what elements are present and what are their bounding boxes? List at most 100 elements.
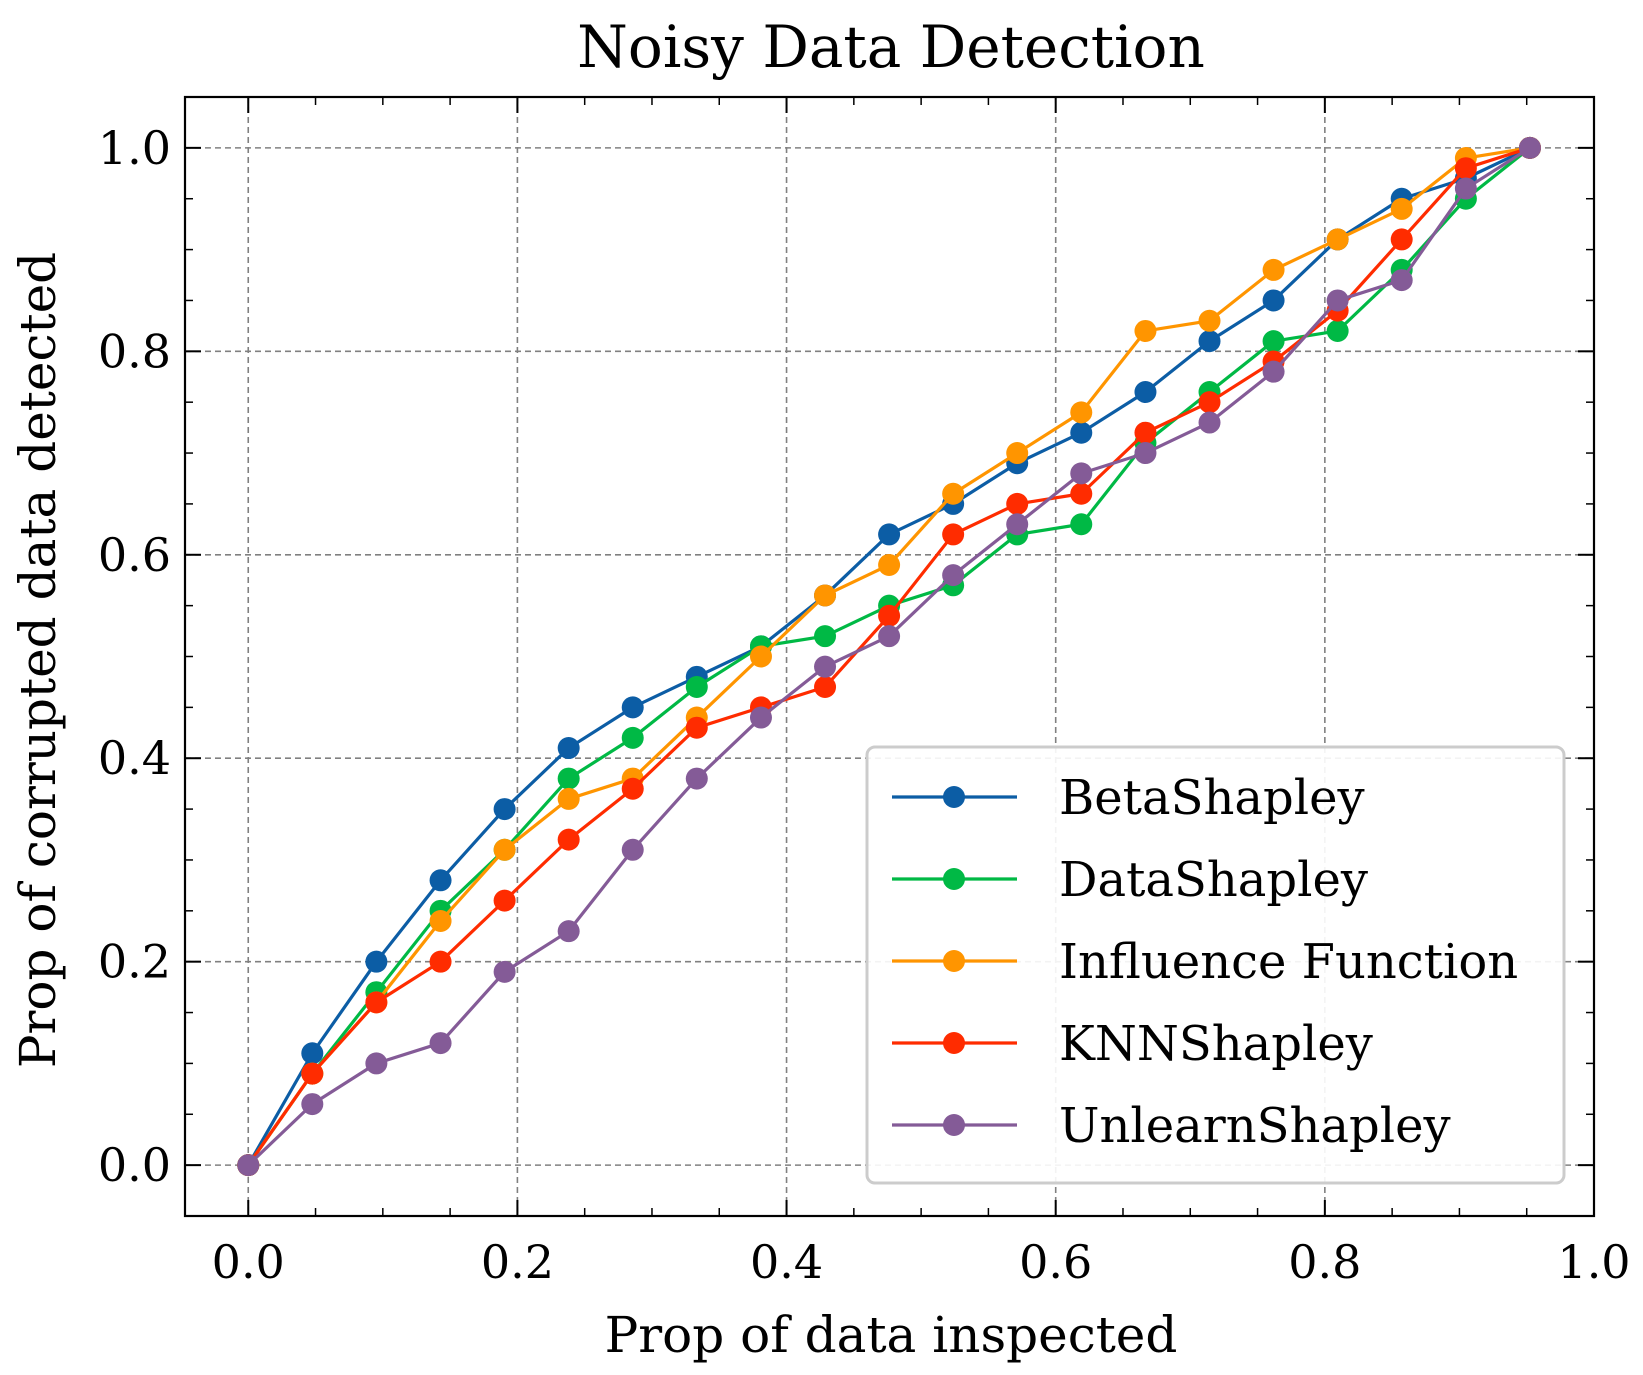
data-point-knnshapley <box>557 828 580 851</box>
data-point-unlearnshapley <box>493 960 516 983</box>
legend-marker-datashapley <box>943 868 965 890</box>
data-point-unlearnshapley <box>1518 136 1541 159</box>
y-tick-label: 0.4 <box>98 731 171 785</box>
data-point-betashapley <box>557 737 580 760</box>
data-point-betashapley <box>1070 421 1093 444</box>
data-point-datashapley <box>685 676 708 699</box>
series-layer <box>237 136 1541 1177</box>
data-point-knnshapley <box>1006 492 1029 515</box>
y-tick-label: 0.0 <box>98 1138 171 1192</box>
data-point-unlearnshapley <box>1326 289 1349 312</box>
ticks <box>185 97 1595 1216</box>
data-point-unlearnshapley <box>429 1032 452 1055</box>
data-point-knnshapley <box>685 716 708 739</box>
x-axis-label: Prop of data inspected <box>605 1306 1178 1364</box>
y-tick-label: 0.2 <box>98 935 171 989</box>
data-point-influence-function <box>942 482 965 505</box>
data-point-influence-function <box>1070 401 1093 424</box>
data-point-betashapley <box>1262 289 1285 312</box>
data-point-unlearnshapley <box>942 564 965 587</box>
data-point-unlearnshapley <box>1262 360 1285 383</box>
data-point-betashapley <box>493 798 516 821</box>
data-point-influence-function <box>1262 258 1285 281</box>
data-point-influence-function <box>1390 197 1413 220</box>
x-tick-label: 1.0 <box>1557 1235 1630 1289</box>
y-tick-label: 1.0 <box>98 121 171 175</box>
legend: BetaShapley DataShapley Influence Function… <box>865 745 1566 1185</box>
data-point-unlearnshapley <box>685 767 708 790</box>
data-point-unlearnshapley <box>1006 513 1029 536</box>
data-point-betashapley <box>429 869 452 892</box>
data-point-unlearnshapley <box>1070 462 1093 485</box>
data-point-datashapley <box>557 767 580 790</box>
data-point-unlearnshapley <box>1390 269 1413 292</box>
data-point-influence-function <box>429 909 452 932</box>
legend-marker-knnshapley <box>943 1032 965 1054</box>
data-point-unlearnshapley <box>749 706 772 729</box>
data-point-influence-function <box>1198 309 1221 332</box>
legend-marker-influence-function <box>943 950 965 972</box>
data-point-datashapley <box>1070 513 1093 536</box>
data-point-influence-function <box>878 553 901 576</box>
data-point-knnshapley <box>1454 157 1477 180</box>
data-point-unlearnshapley <box>365 1052 388 1075</box>
y-tick-label: 0.6 <box>98 528 171 582</box>
legend-label-knnshapley: KNNShapley <box>1059 1016 1373 1072</box>
data-point-knnshapley <box>1198 391 1221 414</box>
data-point-betashapley <box>621 696 644 719</box>
legend-label-betashapley: BetaShapley <box>1059 770 1365 826</box>
legend-label-datashapley: DataShapley <box>1059 852 1368 908</box>
data-point-betashapley <box>301 1042 324 1065</box>
data-point-betashapley <box>365 950 388 973</box>
data-point-unlearnshapley <box>814 655 837 678</box>
data-point-datashapley <box>621 726 644 749</box>
data-point-unlearnshapley <box>1134 442 1157 465</box>
data-point-knnshapley <box>814 676 837 699</box>
tick-labels: 0.0 0.2 0.4 0.6 0.8 1.0 0.0 0.2 0.4 0.6 0.8 1.0 <box>98 121 1631 1289</box>
data-point-knnshapley <box>365 991 388 1014</box>
data-point-unlearnshapley <box>557 920 580 943</box>
data-point-betashapley <box>1198 330 1221 353</box>
data-point-unlearnshapley <box>301 1093 324 1116</box>
x-tick-label: 0.0 <box>212 1235 285 1289</box>
legend-label-unlearnshapley: UnlearnShapley <box>1059 1098 1451 1154</box>
data-point-betashapley <box>878 523 901 546</box>
data-point-unlearnshapley <box>878 625 901 648</box>
data-point-knnshapley <box>1134 421 1157 444</box>
data-point-datashapley <box>814 625 837 648</box>
data-point-knnshapley <box>1390 228 1413 251</box>
data-point-knnshapley <box>493 889 516 912</box>
data-point-influence-function <box>1006 442 1029 465</box>
y-axis-label: Prop of corrupted data detected <box>9 252 67 1068</box>
data-point-knnshapley <box>878 604 901 627</box>
data-point-knnshapley <box>1070 482 1093 505</box>
data-point-unlearnshapley <box>621 838 644 861</box>
series-unlearnshapley <box>237 136 1541 1177</box>
data-point-knnshapley <box>621 777 644 800</box>
data-point-datashapley <box>1326 319 1349 342</box>
x-tick-label: 0.6 <box>1019 1235 1092 1289</box>
y-tick-label: 0.8 <box>98 324 171 378</box>
chart-title: Noisy Data Detection <box>577 13 1205 81</box>
data-point-influence-function <box>749 645 772 668</box>
data-point-influence-function <box>557 787 580 810</box>
data-point-unlearnshapley <box>1198 411 1221 434</box>
data-point-influence-function <box>1134 319 1157 342</box>
legend-label-influence-function: Influence Function <box>1059 934 1518 990</box>
data-point-unlearnshapley <box>1454 177 1477 200</box>
x-tick-label: 0.2 <box>481 1235 554 1289</box>
legend-box <box>865 745 1566 1185</box>
data-point-unlearnshapley <box>237 1154 260 1177</box>
data-point-influence-function <box>493 838 516 861</box>
data-point-betashapley <box>1134 381 1157 404</box>
legend-marker-betashapley <box>943 786 965 808</box>
data-point-knnshapley <box>942 523 965 546</box>
data-point-datashapley <box>1262 330 1285 353</box>
data-point-influence-function <box>814 584 837 607</box>
data-point-knnshapley <box>429 950 452 973</box>
data-point-influence-function <box>1326 228 1349 251</box>
data-point-knnshapley <box>301 1062 324 1085</box>
x-tick-label: 0.4 <box>750 1235 823 1289</box>
x-tick-label: 0.8 <box>1288 1235 1361 1289</box>
